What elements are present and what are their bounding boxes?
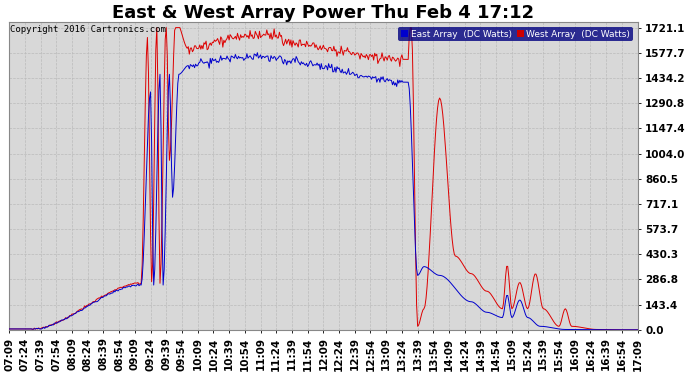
Legend: East Array  (DC Watts), West Array  (DC Watts): East Array (DC Watts), West Array (DC Wa… [398,27,633,41]
Text: Copyright 2016 Cartronics.com: Copyright 2016 Cartronics.com [10,26,166,34]
Title: East & West Array Power Thu Feb 4 17:12: East & West Array Power Thu Feb 4 17:12 [112,4,535,22]
